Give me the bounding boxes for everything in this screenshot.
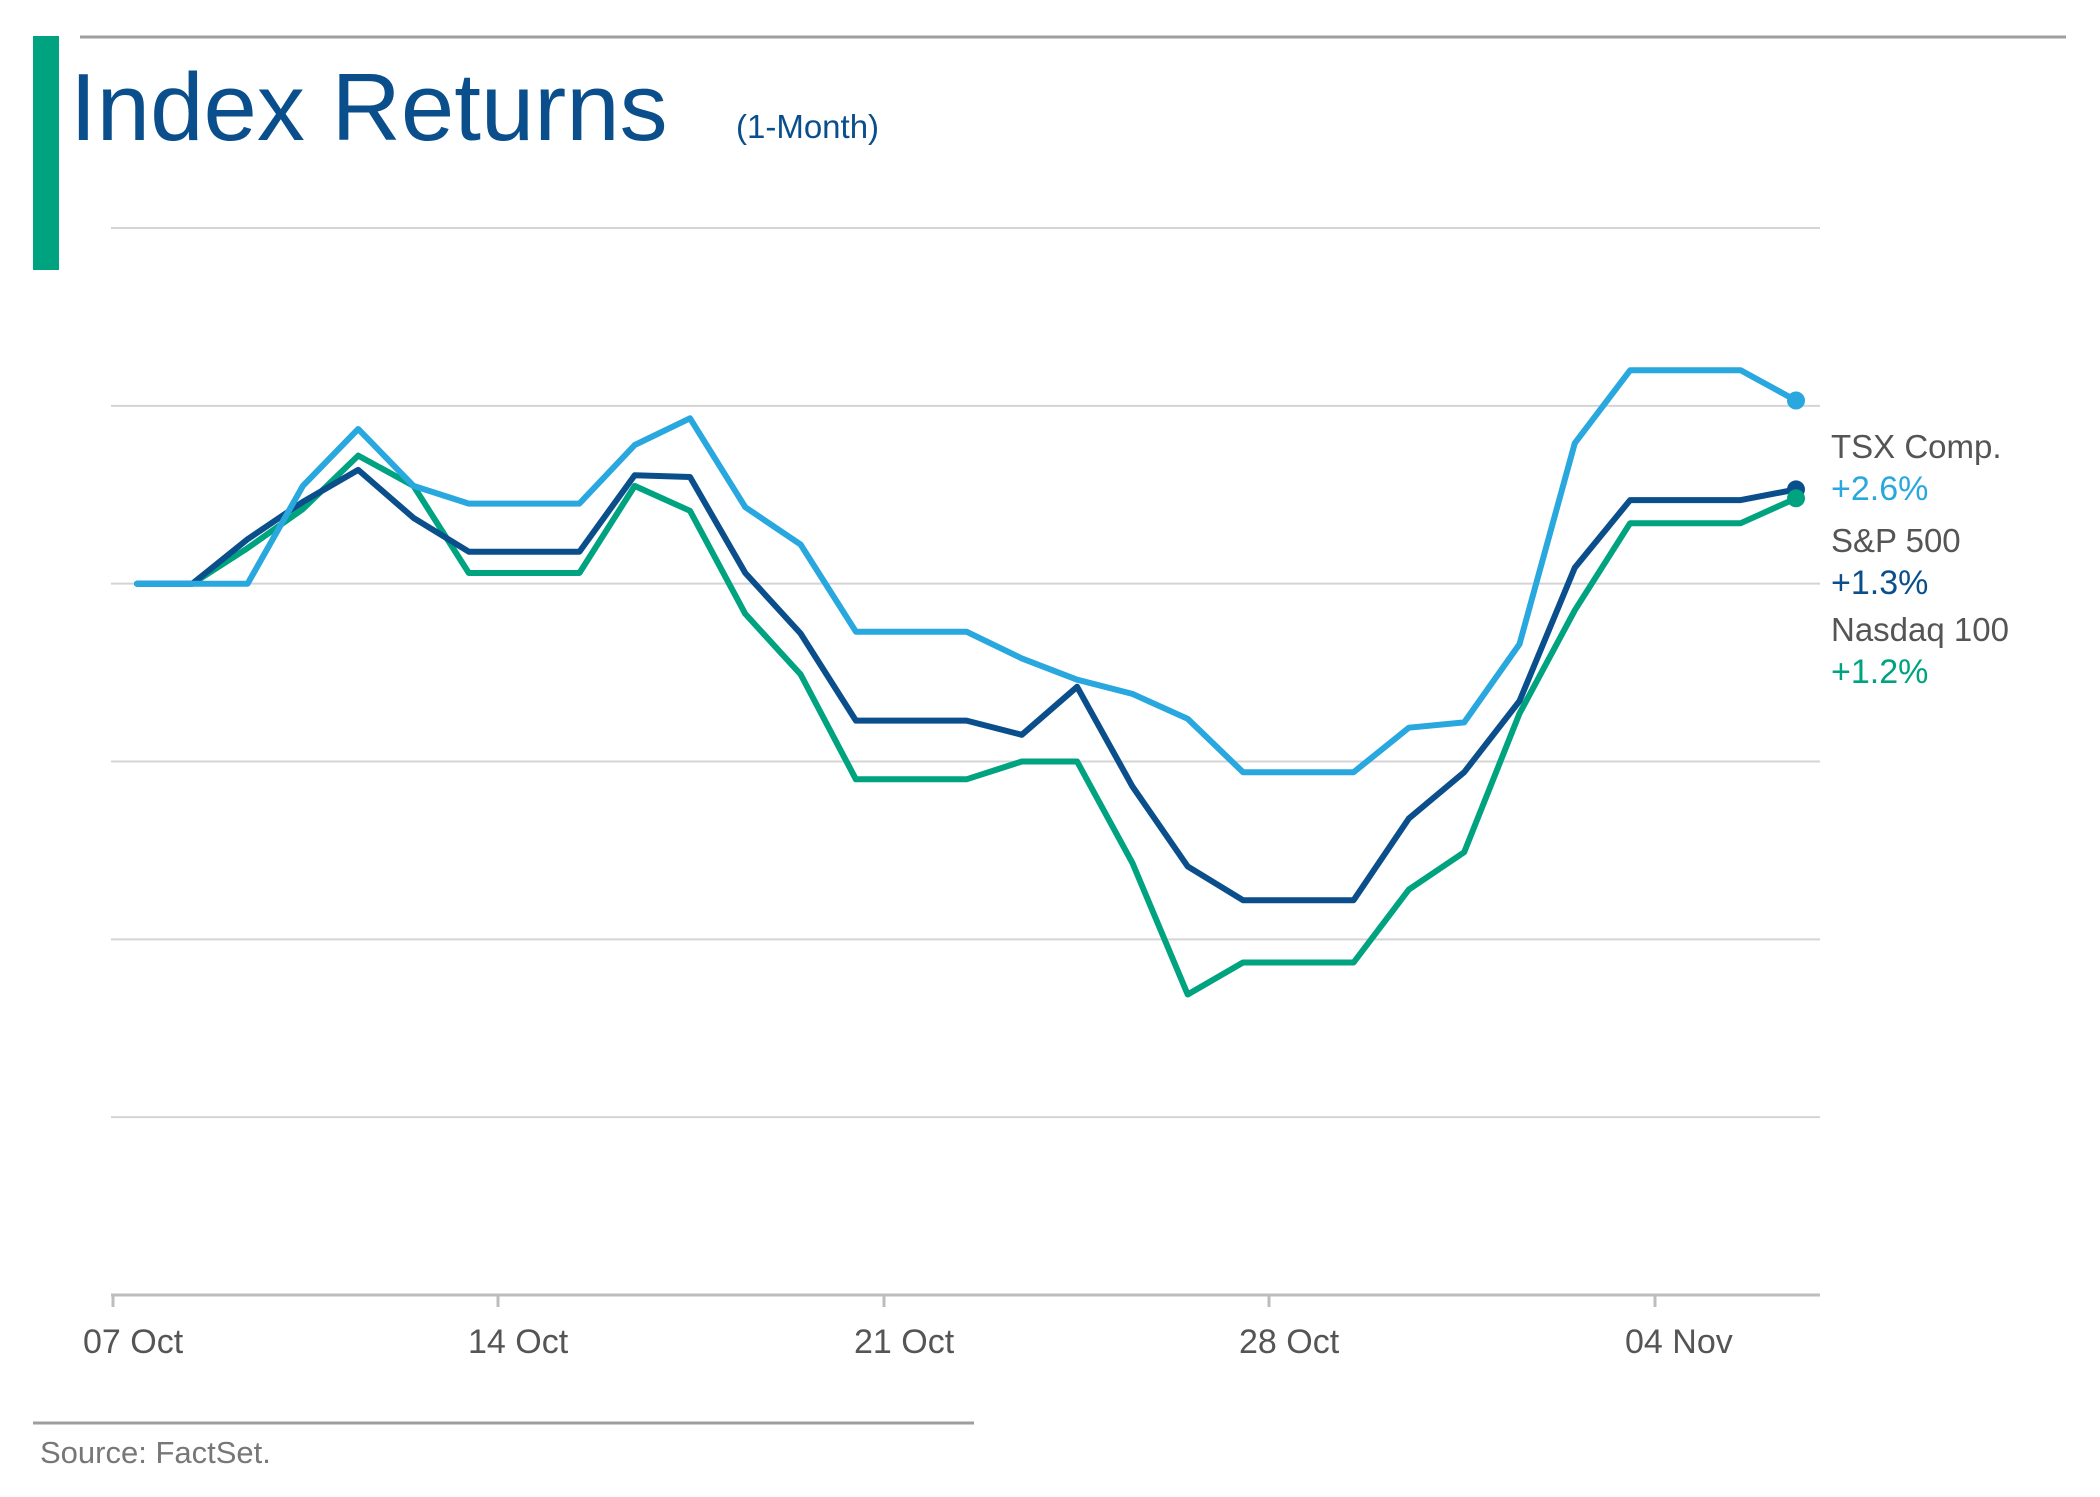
legend-series-name: TSX Comp. xyxy=(1831,428,2002,465)
series-end-marker xyxy=(1787,391,1805,410)
title-accent-bar xyxy=(33,36,59,270)
series-line-s-p-500 xyxy=(134,466,1799,904)
x-tick-label: 28 Oct xyxy=(1239,1323,1340,1361)
legend: TSX Comp. +2.6% S&P 500 +1.3% Nasdaq 100 +1.2… xyxy=(1831,428,2009,691)
chart-subtitle: (1-Month) xyxy=(736,108,879,145)
series-end-marker xyxy=(1787,489,1805,508)
x-tick-label: 04 Nov xyxy=(1625,1323,1733,1361)
x-tick-label: 07 Oct xyxy=(83,1323,184,1361)
x-axis: 07 Oct 14 Oct 21 Oct 28 Oct 04 Nov xyxy=(83,1293,1820,1361)
legend-series-value: +1.2% xyxy=(1831,653,1928,691)
legend-series-name: Nasdaq 100 xyxy=(1831,611,2009,648)
source-note: Source: FactSet. xyxy=(40,1435,271,1470)
series-lines xyxy=(134,367,1805,998)
grid-lines xyxy=(111,227,1820,1119)
chart-title: Index Returns xyxy=(70,54,668,161)
x-tick-label: 21 Oct xyxy=(854,1323,955,1361)
legend-series-name: S&P 500 xyxy=(1831,522,1961,559)
legend-series-value: +2.6% xyxy=(1831,470,1928,508)
legend-series-value: +1.3% xyxy=(1831,564,1928,602)
x-tick-label: 14 Oct xyxy=(468,1323,569,1361)
series-line-tsx-comp- xyxy=(134,367,1799,776)
